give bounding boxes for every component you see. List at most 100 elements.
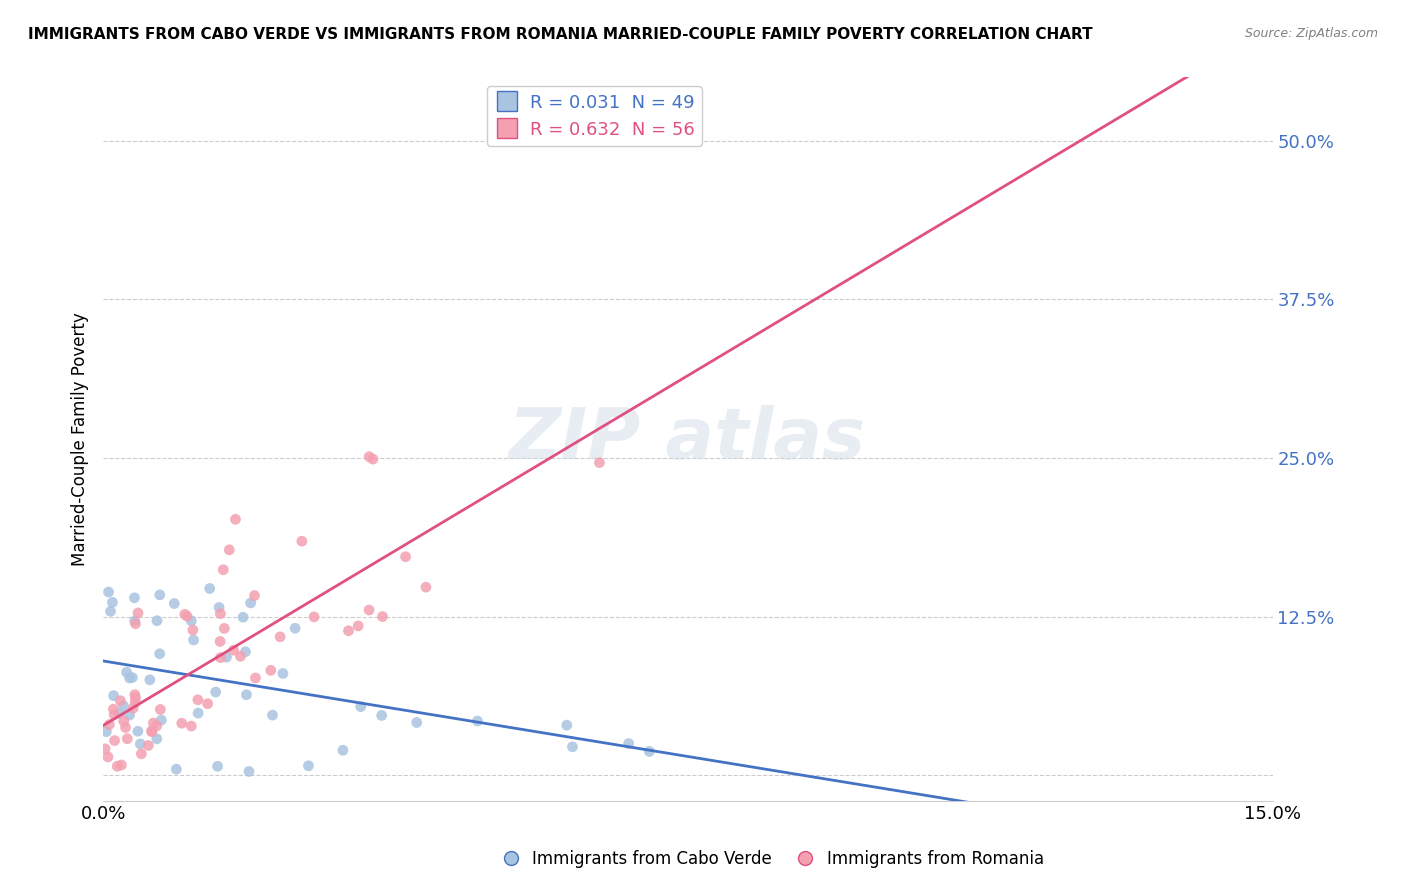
Point [302, 610, 325, 624]
Point [103, 707, 125, 722]
Point [208, 600, 231, 615]
Point [97, 585, 120, 599]
Point [124, 591, 146, 605]
Point [638, 744, 661, 758]
Point [112, 714, 135, 728]
Point [239, 596, 262, 610]
Point [229, 649, 252, 664]
Point [100, 604, 122, 618]
Point [617, 737, 640, 751]
Point [337, 624, 360, 638]
Point [141, 724, 163, 739]
Point [112, 698, 135, 713]
Point [103, 733, 125, 747]
Point [121, 671, 143, 685]
Point [588, 456, 610, 470]
Point [357, 603, 380, 617]
Point [141, 723, 163, 738]
Point [149, 588, 172, 602]
Point [124, 695, 146, 709]
Point [124, 616, 146, 631]
Point [350, 699, 373, 714]
Point [347, 619, 370, 633]
Legend: Immigrants from Cabo Verde, Immigrants from Romania: Immigrants from Cabo Verde, Immigrants f… [496, 844, 1050, 875]
Point [187, 693, 209, 707]
Point [359, 450, 381, 464]
Point [214, 621, 236, 635]
Point [150, 713, 173, 727]
Point [198, 582, 221, 596]
Point [222, 643, 245, 657]
Point [97, 750, 120, 764]
Point [98, 717, 121, 731]
Point [209, 650, 232, 665]
Point [415, 580, 437, 594]
Point [245, 671, 267, 685]
Point [127, 724, 149, 739]
Point [94, 741, 117, 756]
Point [108, 706, 131, 721]
Point [118, 671, 141, 685]
Point [129, 737, 152, 751]
Point [165, 762, 187, 776]
Point [361, 452, 384, 467]
Point [115, 665, 138, 680]
Point [146, 731, 169, 746]
Point [467, 714, 489, 728]
Y-axis label: Married-Couple Family Poverty: Married-Couple Family Poverty [72, 312, 89, 566]
Point [110, 758, 132, 772]
Legend: R = 0.031  N = 49, R = 0.632  N = 56: R = 0.031 N = 49, R = 0.632 N = 56 [486, 87, 702, 146]
Point [103, 702, 125, 716]
Point [163, 597, 186, 611]
Point [297, 759, 319, 773]
Point [209, 607, 232, 621]
Point [180, 719, 202, 733]
Point [131, 747, 153, 761]
Point [235, 688, 257, 702]
Point [124, 690, 146, 705]
Point [180, 614, 202, 628]
Point [142, 716, 165, 731]
Point [117, 731, 139, 746]
Point [139, 673, 162, 687]
Point [271, 666, 294, 681]
Point [122, 701, 145, 715]
Point [394, 549, 416, 564]
Point [209, 634, 232, 648]
Text: ZIP atlas: ZIP atlas [509, 405, 866, 474]
Text: Source: ZipAtlas.com: Source: ZipAtlas.com [1244, 27, 1378, 40]
Point [176, 609, 198, 624]
Point [187, 706, 209, 720]
Point [110, 694, 132, 708]
Point [405, 715, 427, 730]
Point [262, 708, 284, 723]
Point [370, 708, 392, 723]
Point [101, 595, 124, 609]
Point [332, 743, 354, 757]
Point [269, 630, 291, 644]
Point [207, 759, 229, 773]
Point [118, 708, 141, 723]
Point [215, 650, 238, 665]
Point [224, 512, 246, 526]
Point [181, 623, 204, 637]
Point [212, 563, 235, 577]
Point [555, 718, 578, 732]
Point [127, 606, 149, 620]
Point [149, 647, 172, 661]
Point [260, 664, 283, 678]
Point [149, 702, 172, 716]
Point [114, 721, 136, 735]
Point [103, 689, 125, 703]
Point [124, 688, 146, 702]
Point [173, 607, 195, 622]
Point [218, 542, 240, 557]
Point [243, 589, 266, 603]
Point [183, 632, 205, 647]
Text: IMMIGRANTS FROM CABO VERDE VS IMMIGRANTS FROM ROMANIA MARRIED-COUPLE FAMILY POVE: IMMIGRANTS FROM CABO VERDE VS IMMIGRANTS… [28, 27, 1092, 42]
Point [232, 610, 254, 624]
Point [284, 621, 307, 635]
Point [124, 614, 146, 628]
Point [96, 724, 118, 739]
Point [197, 697, 219, 711]
